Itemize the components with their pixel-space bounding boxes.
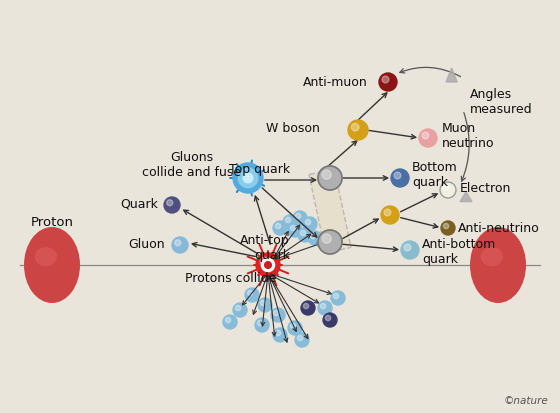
Circle shape [164,197,180,213]
Circle shape [320,304,326,309]
Ellipse shape [470,227,526,303]
Circle shape [260,257,269,266]
Circle shape [333,293,339,299]
Ellipse shape [35,247,57,266]
Circle shape [233,303,247,317]
Circle shape [422,132,429,139]
Circle shape [331,291,345,305]
Circle shape [260,300,265,306]
Text: Angles
measured: Angles measured [470,88,533,116]
Circle shape [310,233,316,239]
Circle shape [443,185,449,191]
Circle shape [258,298,272,312]
Circle shape [262,259,274,272]
Text: Gluon: Gluon [128,237,165,251]
Circle shape [419,129,437,147]
Text: Anti-muon: Anti-muon [304,76,368,88]
Circle shape [291,225,296,231]
Circle shape [256,253,280,277]
Circle shape [295,333,309,347]
Circle shape [318,301,332,315]
Circle shape [318,166,342,190]
Text: Muon
neutrino: Muon neutrino [442,122,494,150]
Circle shape [248,290,253,296]
Circle shape [303,217,317,231]
Circle shape [273,328,287,342]
Circle shape [258,320,263,326]
Circle shape [273,311,279,316]
Circle shape [308,231,322,245]
Text: W boson: W boson [266,121,320,135]
Circle shape [322,234,331,243]
Circle shape [298,228,312,242]
Circle shape [225,317,231,323]
Circle shape [291,323,296,329]
Circle shape [404,244,411,251]
Circle shape [288,223,302,237]
Text: Anti-top
quark: Anti-top quark [240,234,290,262]
Text: Protons collide: Protons collide [185,271,277,285]
Polygon shape [446,68,457,82]
Text: Gluons
collide and fuse: Gluons collide and fuse [142,151,241,179]
Circle shape [295,214,301,219]
Circle shape [286,217,291,223]
Circle shape [233,163,263,193]
Circle shape [384,209,391,216]
Text: Proton: Proton [30,216,73,228]
Circle shape [352,123,359,131]
Circle shape [271,308,285,322]
Circle shape [273,221,287,235]
Circle shape [288,321,302,335]
Circle shape [348,120,368,140]
Circle shape [243,173,253,183]
Text: Anti-neutrino: Anti-neutrino [458,221,540,235]
Circle shape [293,211,307,225]
Circle shape [394,172,401,179]
Text: Top quark: Top quark [229,164,290,176]
Circle shape [444,223,449,229]
Circle shape [379,73,397,91]
Circle shape [265,262,272,268]
Circle shape [381,206,399,224]
Text: Electron: Electron [460,181,511,195]
Circle shape [440,182,456,198]
Circle shape [391,169,409,187]
Circle shape [283,215,297,229]
Circle shape [245,288,259,302]
Circle shape [441,221,455,235]
Circle shape [235,305,241,311]
Circle shape [172,237,188,253]
Text: Anti-bottom
quark: Anti-bottom quark [422,238,496,266]
Circle shape [305,219,311,225]
Circle shape [401,241,419,259]
Circle shape [175,240,181,246]
Circle shape [297,335,303,341]
Text: Quark: Quark [120,197,158,211]
Circle shape [223,315,237,329]
Circle shape [300,230,306,236]
Ellipse shape [480,247,503,266]
Circle shape [325,316,331,321]
Circle shape [301,301,315,315]
Ellipse shape [24,227,80,303]
Circle shape [323,313,337,327]
Circle shape [167,200,173,206]
Text: ©nature: ©nature [503,396,548,406]
Circle shape [304,304,309,309]
Circle shape [322,170,331,179]
Circle shape [276,330,281,336]
FancyBboxPatch shape [309,169,351,253]
Text: Bottom
quark: Bottom quark [412,161,458,189]
Polygon shape [460,192,472,202]
Circle shape [276,223,281,229]
Circle shape [318,230,342,254]
Circle shape [255,318,269,332]
Circle shape [238,168,258,188]
Circle shape [382,76,389,83]
